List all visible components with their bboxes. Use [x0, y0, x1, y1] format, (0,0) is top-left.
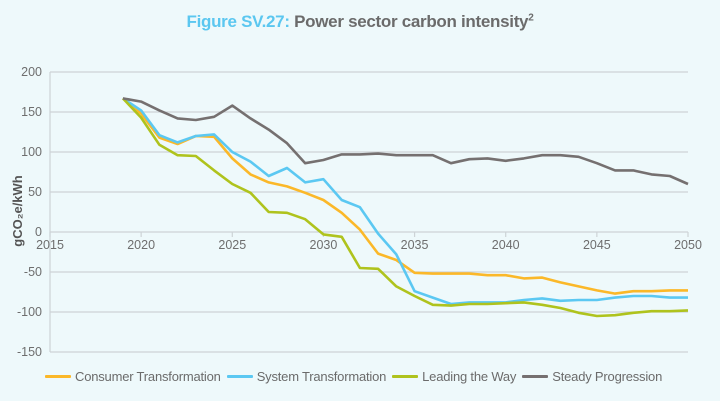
- x-tick-label: 2035: [401, 238, 429, 252]
- y-tick-label: 200: [21, 65, 42, 79]
- x-tick-label: 2020: [127, 238, 155, 252]
- y-tick-label: 150: [21, 105, 42, 119]
- figure-number: Figure SV.27:: [186, 12, 290, 31]
- series-line-leading-the-way: [121, 97, 689, 318]
- y-tick-label: 50: [28, 185, 42, 199]
- legend-label: Leading the Way: [422, 369, 517, 384]
- gridlines: [49, 71, 689, 353]
- legend: Consumer Transformation System Transforma…: [45, 369, 668, 384]
- y-tick-label: 100: [21, 145, 42, 159]
- legend-swatch: [226, 375, 253, 378]
- series-lines: [121, 97, 689, 318]
- legend-item: Consumer Transformation: [45, 369, 221, 384]
- series-line-steady-progression: [122, 97, 689, 186]
- x-tick-label: 2025: [218, 238, 246, 252]
- legend-item: Leading the Way: [392, 369, 516, 384]
- y-axis-label: gCO₂e/kWh: [10, 175, 25, 247]
- x-tick-label: 2030: [310, 238, 338, 252]
- chart-title: Figure SV.27: Power sector carbon intens…: [0, 12, 720, 32]
- x-tick-label: 2045: [583, 238, 611, 252]
- footnote-marker: 2: [528, 12, 534, 24]
- legend-label: Consumer Transformation: [75, 369, 221, 384]
- x-tick-label: 2040: [492, 238, 520, 252]
- legend-item: Steady Progression: [522, 369, 662, 384]
- legend-swatch: [392, 375, 419, 378]
- x-tick-label: 2015: [36, 238, 64, 252]
- series-line-consumer-transformation: [122, 97, 688, 295]
- legend-item: System Transformation: [226, 369, 387, 384]
- x-tick-labels: 2015 2020 2025 2030 2035 2040 2045 2050: [36, 238, 702, 252]
- y-tick-label: -150: [17, 345, 42, 359]
- legend-label: Steady Progression: [552, 369, 663, 384]
- x-tick-label: 2050: [674, 238, 702, 252]
- y-tick-label: -100: [17, 305, 42, 319]
- legend-swatch: [45, 375, 71, 378]
- y-tick-label: -50: [24, 265, 42, 279]
- legend-label: System Transformation: [256, 369, 387, 384]
- y-tick-label: 0: [35, 225, 42, 239]
- series-line-system-transformation: [122, 97, 688, 306]
- y-tick-labels: 200 150 100 50 0 -50 -100 -150: [17, 65, 42, 359]
- legend-swatch: [522, 375, 549, 378]
- figure-title: Power sector carbon intensity: [294, 12, 529, 31]
